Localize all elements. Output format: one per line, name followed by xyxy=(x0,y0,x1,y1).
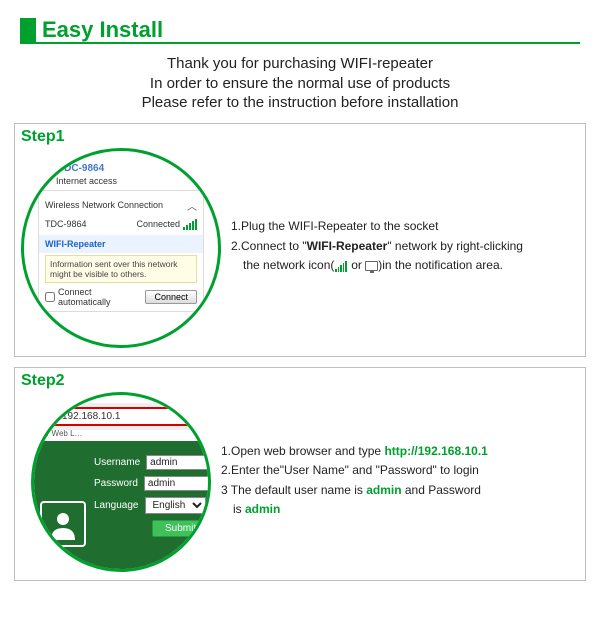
step2-instructions: 1.Open web browser and type http://192.1… xyxy=(221,443,488,521)
monitor-icon xyxy=(365,261,378,271)
step2-illustration: 192.168.10.1 ter Web L… Username Passwor… xyxy=(31,392,211,572)
password-label: Password xyxy=(94,478,138,489)
step2-instr-1: 1.Open web browser and type http://192.1… xyxy=(221,443,488,460)
browser-tab: ter Web L… xyxy=(40,429,83,438)
auto-connect-input[interactable] xyxy=(45,292,55,302)
language-row: Language English xyxy=(94,497,196,514)
chevron-up-icon: ︿ xyxy=(187,198,197,213)
header-title: Easy Install xyxy=(42,18,163,42)
intro-text: Thank you for purchasing WIFI-repeater I… xyxy=(0,54,600,113)
step2-instr-3: 3 The default user name is admin and Pas… xyxy=(221,482,488,499)
network-popup: TDC-9864 Internet access Wireless Networ… xyxy=(38,161,204,312)
step2-instr-4: is admin xyxy=(221,501,488,518)
signal-bars-icon xyxy=(334,261,348,272)
step2-instr-2: 2.Enter the"User Name" and "Password" to… xyxy=(221,462,488,479)
step1-instr-1: 1.Plug the WIFI-Repeater to the socket xyxy=(231,218,523,235)
wireless-section: Wireless Network Connection ︿ TDC-9864 C… xyxy=(38,190,204,312)
step2-label: Step2 xyxy=(21,372,579,390)
language-select[interactable]: English xyxy=(145,497,206,514)
password-row: Password xyxy=(94,476,196,491)
auto-connect-label: Connect automatically xyxy=(58,287,145,307)
step2-box: Step2 192.168.10.1 ter Web L… Username xyxy=(14,367,586,581)
popup-top-status: Internet access xyxy=(56,176,204,186)
browser-urlbar[interactable]: 192.168.10.1 xyxy=(42,407,200,426)
username-label: Username xyxy=(94,457,140,468)
browser-urlbar-wrap: 192.168.10.1 xyxy=(34,403,208,430)
favicon-icon xyxy=(48,411,58,421)
step1-instr-2: 2.Connect to "WIFI-Repeater" network by … xyxy=(231,238,523,255)
signal-bars-icon xyxy=(183,219,197,230)
network-icon xyxy=(42,163,54,175)
step1-illustration: TDC-9864 Internet access Wireless Networ… xyxy=(21,148,221,348)
header: Easy Install xyxy=(20,18,580,44)
header-accent-block xyxy=(20,18,36,42)
intro-line1: Thank you for purchasing WIFI-repeater xyxy=(0,54,600,74)
submit-button[interactable]: Submit xyxy=(152,520,209,537)
selected-ssid: WIFI-Repeater xyxy=(45,239,106,249)
network-row-1[interactable]: TDC-9864 Connected xyxy=(45,216,197,233)
intro-line2: In order to ensure the normal use of pro… xyxy=(0,74,600,94)
connect-button[interactable]: Connect xyxy=(145,290,197,304)
login-panel: Username Password Language English Submi… xyxy=(34,441,208,569)
auto-connect-checkbox[interactable]: Connect automatically xyxy=(45,287,145,307)
network-row1-ssid: TDC-9864 xyxy=(45,219,87,229)
password-field[interactable] xyxy=(144,476,211,491)
popup-top-ssid: TDC-9864 xyxy=(58,163,104,174)
username-row: Username xyxy=(94,455,196,470)
popup-current-network: TDC-9864 xyxy=(38,161,204,177)
section-title: Wireless Network Connection xyxy=(45,200,163,210)
username-field[interactable] xyxy=(146,455,211,470)
step1-box: Step1 TDC-9864 Internet access Wireless … xyxy=(14,123,586,357)
section-header: Wireless Network Connection ︿ xyxy=(45,195,197,216)
network-row-selected[interactable]: WIFI-Repeater xyxy=(39,235,203,253)
step1-label: Step1 xyxy=(21,128,579,146)
language-label: Language xyxy=(94,500,139,511)
url-text: 192.168.10.1 xyxy=(62,411,120,422)
network-info-warning: Information sent over this network might… xyxy=(45,255,197,283)
step1-instructions: 1.Plug the WIFI-Repeater to the socket 2… xyxy=(231,218,523,276)
network-row1-status: Connected xyxy=(136,219,180,229)
step1-instr-3: the network icon( or )in the notificatio… xyxy=(231,257,523,274)
intro-line3: Please refer to the instruction before i… xyxy=(0,93,600,113)
avatar-icon xyxy=(40,501,86,547)
